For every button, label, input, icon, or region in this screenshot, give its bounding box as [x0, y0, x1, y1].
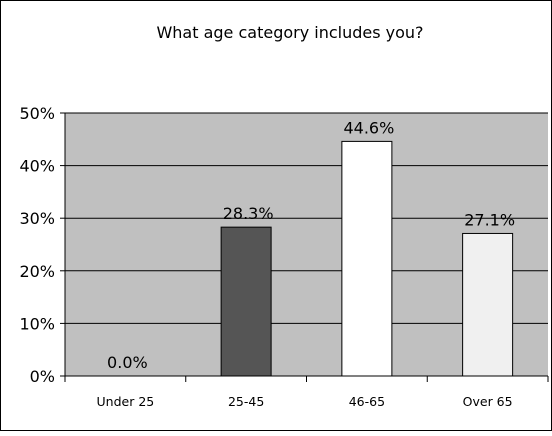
- bar: [462, 232, 514, 377]
- axes: [60, 112, 549, 382]
- bar: [220, 226, 272, 377]
- data-label: 0.0%: [107, 353, 148, 372]
- y-tick-label: 30%: [19, 209, 55, 228]
- x-category-label: 25-45: [228, 394, 264, 409]
- x-category-label: Under 25: [97, 394, 155, 409]
- bar: [341, 140, 393, 377]
- x-category-label: 46-65: [349, 394, 385, 409]
- chart-title: What age category includes you?: [156, 23, 423, 42]
- data-label: 44.6%: [343, 118, 394, 137]
- y-tick-label: 20%: [19, 262, 55, 281]
- y-tick-label: 50%: [19, 104, 55, 123]
- data-label: 28.3%: [223, 204, 274, 223]
- data-label: 27.1%: [464, 210, 515, 229]
- bars: [220, 140, 514, 377]
- y-tick-label: 40%: [19, 157, 55, 176]
- y-tick-label: 0%: [30, 367, 55, 386]
- y-tick-label: 10%: [19, 314, 55, 333]
- labels: 0% 10% 20% 30% 40% 50% 0.0% Under 25 28.3% 25-45 4…: [19, 104, 515, 409]
- x-category-label: Over 65: [463, 394, 513, 409]
